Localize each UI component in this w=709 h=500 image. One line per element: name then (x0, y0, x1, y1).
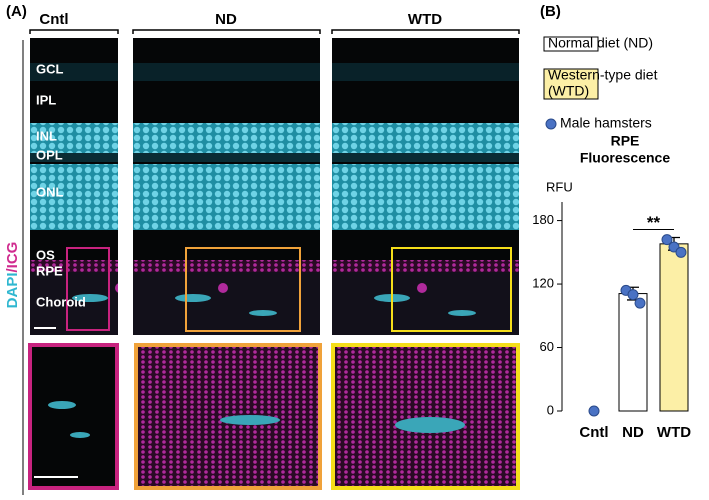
data-point (661, 234, 673, 246)
data-point (627, 289, 639, 301)
layer-label: OPL (36, 147, 63, 162)
panel-label: (B) (540, 3, 561, 20)
y-axis-label: RFU (546, 179, 573, 194)
stain-dapi: DAPI (4, 273, 21, 309)
y-tick-label: 180 (532, 212, 554, 227)
data-point (588, 405, 600, 417)
legend-label: Western-type diet (548, 67, 658, 83)
column-header: ND (215, 11, 237, 28)
data-point (675, 246, 687, 258)
stain-separator: / (4, 268, 21, 273)
stain-icg: ICG (4, 242, 21, 269)
layer-label: Choroid (36, 294, 86, 309)
legend-swatch (543, 36, 599, 52)
bar (659, 243, 689, 412)
x-tick-label: Cntl (579, 424, 608, 441)
layer-label: ONL (36, 184, 64, 199)
x-tick-label: ND (622, 424, 644, 441)
chart-title: Fluorescence (580, 150, 670, 166)
layer-label: IPL (36, 92, 56, 107)
legend-label: Male hamsters (560, 115, 652, 131)
legend-label: Normal diet (ND) (548, 35, 653, 51)
y-tick-label: 0 (547, 402, 554, 417)
x-tick-label: WTD (657, 424, 691, 441)
significance-label: ** (647, 213, 661, 232)
panel-label: (A) (6, 3, 27, 20)
column-header: WTD (408, 11, 442, 28)
bar (618, 293, 648, 412)
layer-label: RPE (36, 263, 63, 278)
y-tick-label: 60 (540, 339, 554, 354)
legend-dot (545, 118, 557, 130)
legend-swatch (543, 68, 599, 100)
data-point (634, 297, 646, 309)
layer-label: INL (36, 128, 57, 143)
layer-label: OS (36, 247, 55, 262)
layer-label: GCL (36, 61, 64, 76)
legend-label: (WTD) (548, 83, 589, 99)
y-tick-label: 120 (532, 275, 554, 290)
micrographs (28, 38, 520, 490)
header-brackets (22, 29, 520, 495)
stain-label: DAPI/ICG (4, 242, 21, 309)
column-header: Cntl (39, 11, 68, 28)
chart-title: RPE (611, 133, 640, 149)
